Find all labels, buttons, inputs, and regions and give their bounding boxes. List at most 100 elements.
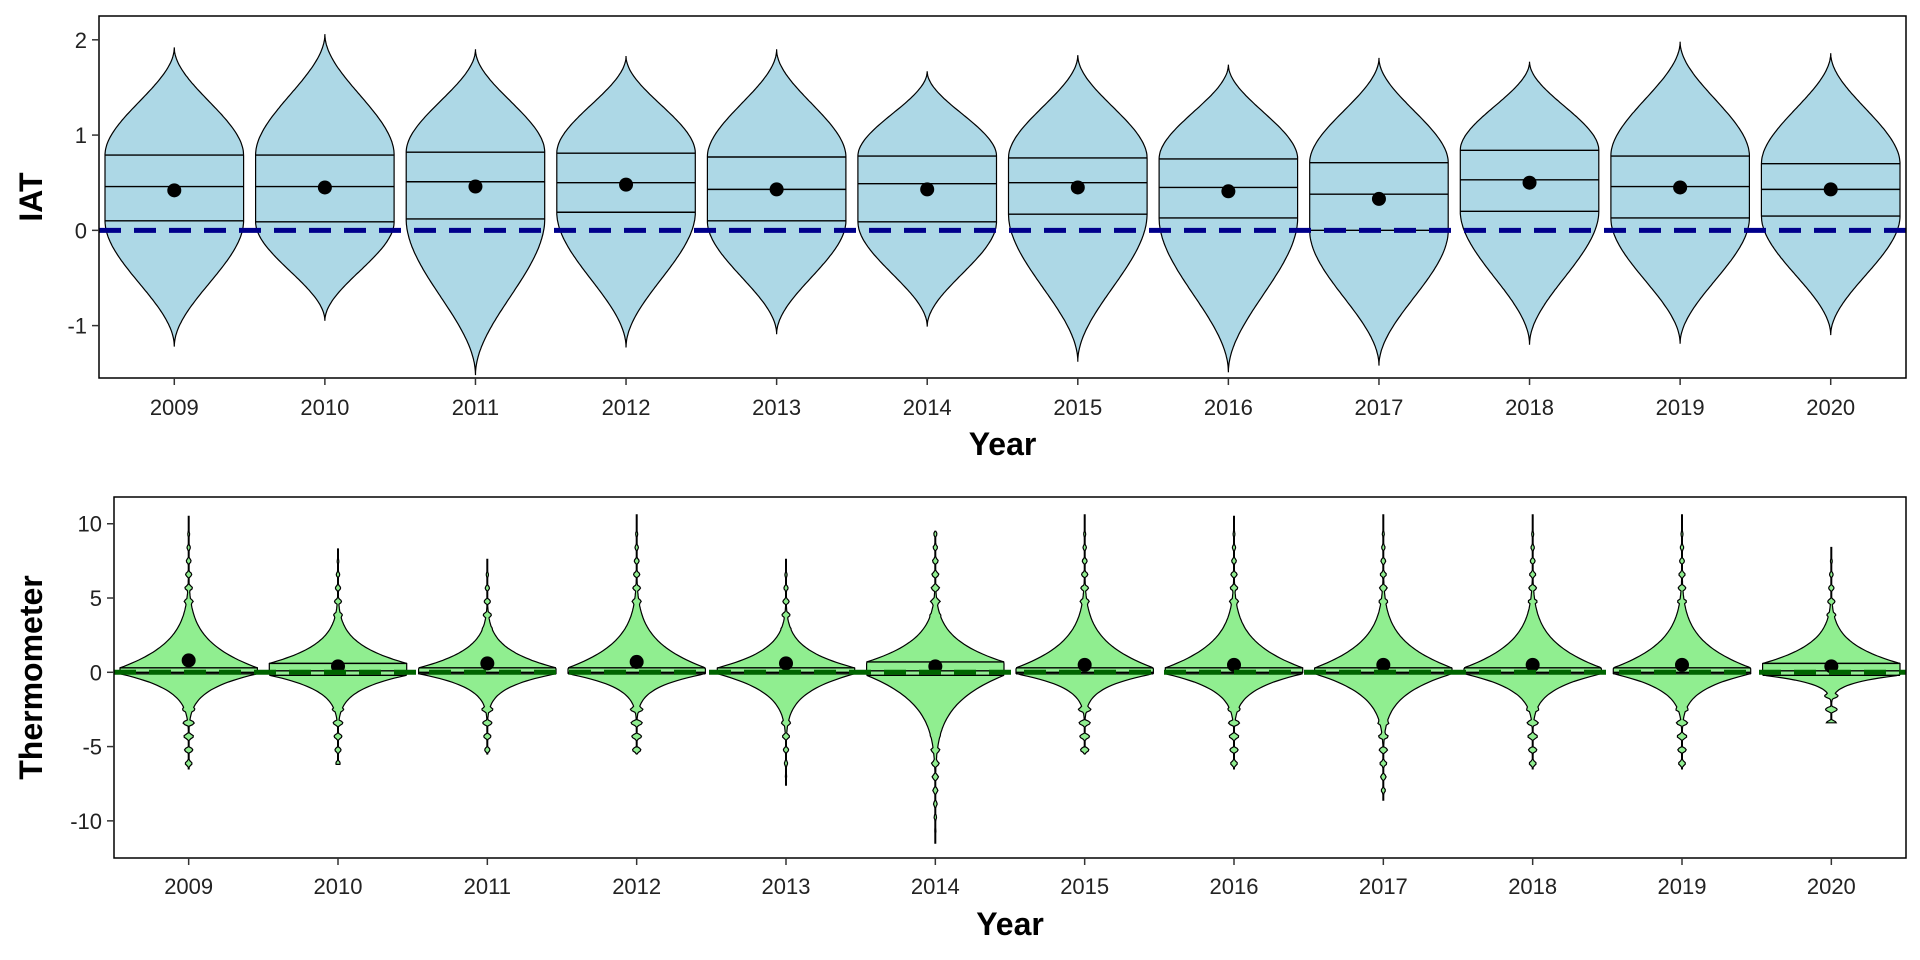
panel-border — [113, 496, 1907, 859]
x-tick-label: 2010 — [300, 395, 349, 420]
mean-point-2014 — [920, 182, 935, 197]
mean-point-2009 — [181, 653, 196, 668]
violin-body-2010 — [255, 34, 395, 321]
x-tick-label: 2012 — [602, 395, 651, 420]
y-tick-label: 10 — [78, 512, 102, 537]
violin-2014 — [866, 530, 1005, 844]
x-tick-label: 2014 — [903, 395, 952, 420]
x-tick-label: 2013 — [762, 874, 811, 899]
violin-body-2011 — [405, 49, 546, 376]
mean-point-2016 — [1227, 657, 1241, 672]
violin-2018 — [1463, 514, 1602, 770]
mean-point-2020 — [1823, 182, 1838, 197]
violin-2009 — [119, 515, 258, 770]
x-tick-label: 2011 — [464, 874, 511, 899]
violin-2009 — [104, 47, 245, 347]
x-tick-label: 2013 — [752, 395, 801, 420]
violin-2017 — [1314, 514, 1453, 801]
x-tick-label: 2010 — [314, 874, 363, 899]
mean-point-2010 — [317, 180, 332, 195]
violin-body-2016 — [1164, 515, 1304, 770]
x-tick-label: 2009 — [164, 874, 213, 899]
x-tick-label: 2016 — [1210, 874, 1259, 899]
violin-body-2014 — [857, 71, 998, 327]
violin-body-2017 — [1309, 57, 1449, 366]
violin-2015 — [1007, 55, 1148, 362]
x-axis-title: Year — [969, 426, 1037, 462]
x-tick-label: 2016 — [1204, 395, 1253, 420]
violin-2015 — [1015, 514, 1154, 755]
iat-panel: -1 0 1 2 2009 2010 2011 2012 2013 2014 2015 2016 201… — [13, 15, 1907, 462]
y-axis-title: IAT — [13, 172, 49, 222]
mean-point-2012 — [629, 654, 644, 669]
violin-2012 — [556, 55, 696, 348]
violin-body-2015 — [1015, 514, 1154, 755]
y-tick-label: -1 — [67, 314, 87, 339]
violin-2010 — [255, 34, 395, 321]
violin-body-2018 — [1459, 61, 1600, 345]
violin-2017 — [1309, 57, 1449, 366]
x-tick-label: 2012 — [612, 874, 661, 899]
violin-2011 — [418, 558, 557, 755]
x-axis-title: Year — [976, 906, 1044, 942]
violin-body-2019 — [1612, 514, 1752, 770]
violin-2012 — [567, 514, 706, 755]
x-tick-label: 2020 — [1806, 395, 1855, 420]
mean-point-2018 — [1525, 657, 1540, 672]
violin-2018 — [1459, 61, 1600, 345]
violin-body-2012 — [567, 514, 706, 755]
mean-point-2017 — [1371, 191, 1386, 206]
y-tick-label: -5 — [82, 735, 102, 760]
x-tick-label: 2015 — [1053, 395, 1102, 420]
violin-2019 — [1610, 41, 1750, 344]
violin-2014 — [857, 71, 998, 327]
x-tick-label: 2018 — [1505, 395, 1554, 420]
x-tick-label: 2014 — [911, 874, 960, 899]
violin-body-2010 — [268, 548, 408, 765]
mean-point-2016 — [1221, 184, 1236, 199]
mean-point-2019 — [1673, 180, 1688, 195]
y-tick-label: 0 — [75, 218, 87, 243]
violin-2020 — [1762, 546, 1901, 724]
mean-point-2011 — [480, 656, 495, 671]
mean-point-2011 — [468, 179, 483, 194]
violin-2016 — [1158, 64, 1299, 373]
mean-point-2017 — [1376, 657, 1391, 672]
mean-point-2019 — [1675, 657, 1689, 672]
mean-point-2015 — [1077, 657, 1092, 672]
y-tick-label: -10 — [70, 809, 102, 834]
violin-body-2017 — [1314, 514, 1453, 801]
x-tick-label: 2009 — [150, 395, 199, 420]
thermometer-panel: -10 -5 0 5 10 2009 2010 2011 2012 2013 2014 2015 201… — [13, 496, 1907, 942]
violin-2011 — [405, 49, 546, 376]
violin-body-2009 — [119, 515, 258, 770]
violin-2020 — [1760, 53, 1901, 336]
mean-point-2012 — [619, 177, 634, 192]
mean-point-2015 — [1070, 180, 1085, 195]
y-axis-title: Thermometer — [13, 575, 49, 780]
violin-2010 — [268, 548, 408, 765]
x-tick-label: 2017 — [1354, 395, 1403, 420]
mean-point-2013 — [769, 182, 784, 197]
violin-body-2020 — [1762, 546, 1901, 724]
x-tick-label: 2018 — [1508, 874, 1557, 899]
violin-body-2012 — [556, 55, 696, 348]
violin-2019 — [1612, 514, 1752, 770]
x-tick-label: 2019 — [1656, 395, 1705, 420]
x-tick-label: 2017 — [1359, 874, 1408, 899]
violin-body-2014 — [866, 530, 1005, 844]
y-tick-label: 0 — [90, 660, 102, 685]
panel-border — [98, 15, 1907, 379]
mean-point-2018 — [1522, 175, 1537, 190]
x-tick-label: 2015 — [1060, 874, 1109, 899]
violin-body-2018 — [1463, 514, 1602, 770]
y-tick-label: 5 — [90, 586, 102, 611]
violin-body-2015 — [1007, 55, 1148, 362]
mean-point-2009 — [167, 183, 182, 198]
mean-point-2013 — [779, 656, 793, 671]
x-tick-label: 2019 — [1658, 874, 1707, 899]
x-tick-label: 2020 — [1807, 874, 1856, 899]
violin-2016 — [1164, 515, 1304, 770]
y-tick-label: 2 — [75, 28, 87, 53]
